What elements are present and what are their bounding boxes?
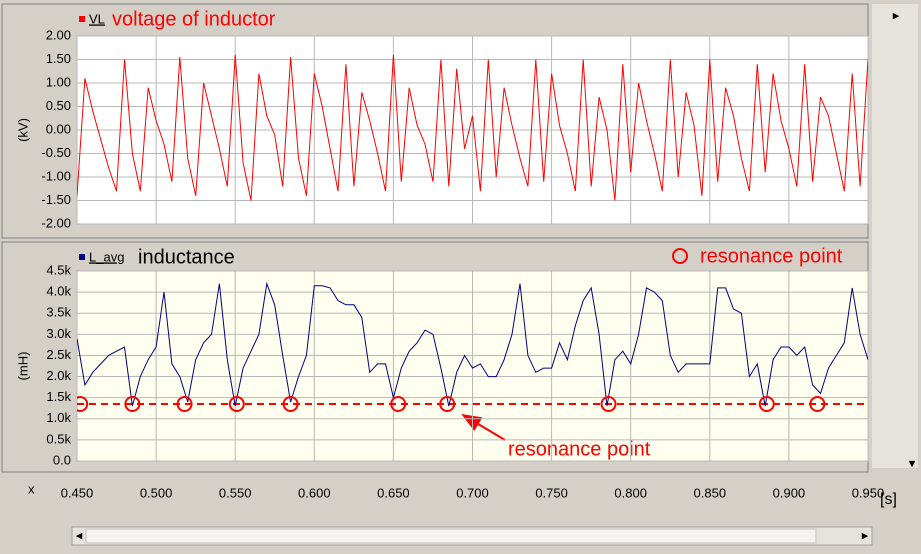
y-tick-label: 1.0k [46,410,71,425]
x-tick-label: 0.900 [773,485,806,500]
annotation: resonance point [508,438,651,460]
y-axis-label: (mH) [15,352,30,381]
chart-title: inductance [138,246,235,268]
y-tick-label: 0.0 [53,452,71,467]
x-tick-label: 0.600 [298,485,331,500]
x-tick-label: 0.700 [456,485,489,500]
y-tick-label: 0.00 [46,121,71,136]
y-tick-label: 2.0k [46,368,71,383]
legend-label: VL [89,11,105,26]
resonance-marker [390,396,407,412]
chart-title: voltage of inductor [112,8,276,30]
y-tick-label: 4.5k [46,262,71,277]
series-line [77,54,868,201]
scroll-arrow[interactable]: ▸ [862,527,869,542]
y-tick-label: 0.50 [46,98,71,113]
y-tick-label: 1.50 [46,51,71,66]
x-tick-label: 0.950 [852,485,885,500]
y-tick-label: -2.00 [41,215,71,230]
resonance-marker [758,396,775,412]
scroll-arrow[interactable]: ▸ [893,7,900,22]
y-tick-label: 4.0k [46,284,71,299]
legend-swatch [79,16,85,22]
legend-swatch [79,254,85,260]
plot-layer [77,54,868,201]
scroll-thumb[interactable] [85,528,817,544]
x-tick-label: 0.800 [614,485,647,500]
y-tick-label: 3.5k [46,305,71,320]
x-tick-label: 0.750 [535,485,568,500]
resonance-marker [600,396,617,412]
y-tick-label: 1.00 [46,74,71,89]
y-tick-label: -1.00 [41,168,71,183]
series-line [77,281,868,407]
x-tick-label: 0.850 [694,485,727,500]
y-tick-label: -0.50 [41,145,71,160]
plot-layer [77,281,868,412]
y-tick-label: 2.5k [46,347,71,362]
resonance-marker [176,396,193,412]
x-axis-unit: [s] [880,491,897,508]
y-tick-label: 1.5k [46,389,71,404]
scroll-arrow[interactable]: ◂ [76,527,83,542]
x-tick-label: 0.550 [219,485,252,500]
x-axis-label: x [28,481,35,496]
resonance-marker [439,396,456,412]
y-tick-label: 0.5k [46,431,71,446]
resonance-marker [809,396,826,412]
y-tick-label: -1.50 [41,192,71,207]
resonance-marker [77,396,89,412]
vertical-scrollbar[interactable] [872,4,918,468]
y-tick-label: 3.0k [46,326,71,341]
x-tick-label: 0.450 [61,485,94,500]
y-axis-label: (kV) [15,118,30,142]
legend-swatch [672,248,688,264]
legend-label: resonance point [700,245,843,267]
resonance-marker [282,396,299,412]
resonance-marker [228,396,245,412]
scroll-arrow[interactable]: ▾ [909,455,916,470]
legend-label: L_avg [89,249,124,264]
x-tick-label: 0.500 [140,485,173,500]
x-tick-label: 0.650 [377,485,410,500]
y-tick-label: 2.00 [46,27,71,42]
resonance-marker [124,396,141,412]
